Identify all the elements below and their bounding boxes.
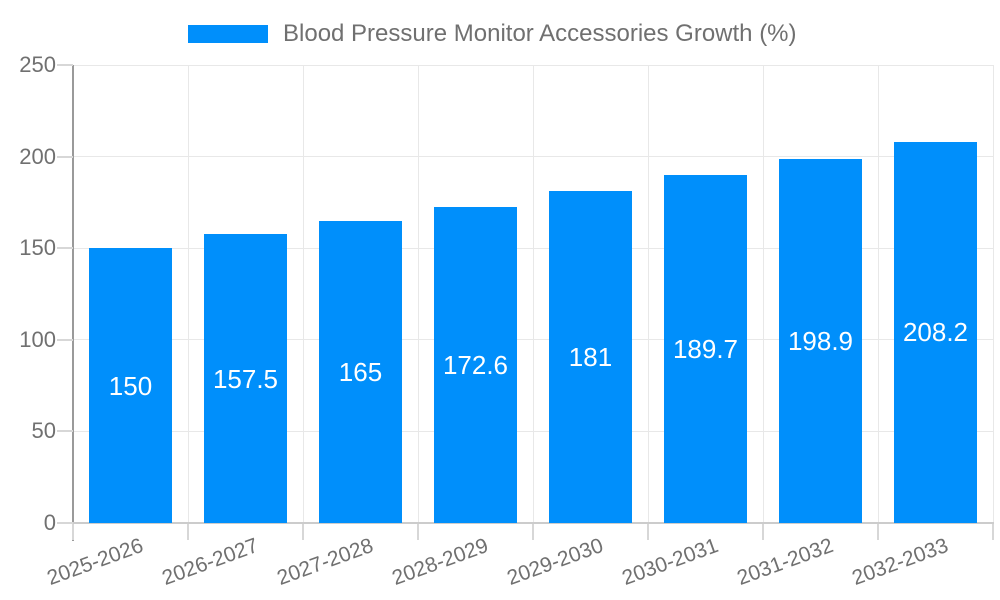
legend-label: Blood Pressure Monitor Accessories Growt… bbox=[283, 20, 797, 47]
y-axis-tick bbox=[57, 64, 73, 66]
vertical-gridline bbox=[302, 65, 304, 523]
vertical-gridline bbox=[647, 65, 649, 523]
x-axis-tick bbox=[72, 524, 74, 540]
x-axis-tick bbox=[762, 524, 764, 540]
y-axis-tick-label: 50 bbox=[31, 418, 56, 444]
x-axis-tick-label: 2028-2029 bbox=[389, 534, 492, 590]
y-axis-tick bbox=[57, 155, 73, 158]
bar[interactable] bbox=[894, 141, 977, 523]
vertical-gridline bbox=[877, 65, 879, 523]
x-axis-tick bbox=[647, 524, 649, 540]
legend[interactable]: Blood Pressure Monitor Accessories Growt… bbox=[188, 19, 797, 49]
x-axis-tick-label: 2025-2026 bbox=[44, 534, 147, 590]
bar[interactable] bbox=[779, 158, 862, 523]
bar[interactable] bbox=[549, 191, 632, 523]
x-axis-tick bbox=[187, 524, 189, 540]
x-axis-line bbox=[72, 522, 994, 524]
x-axis-tick-label: 2031-2032 bbox=[734, 534, 837, 590]
y-axis-tick bbox=[57, 338, 73, 341]
y-axis-tick-label: 200 bbox=[19, 143, 56, 169]
y-axis-tick-label: 250 bbox=[19, 52, 56, 77]
y-axis-tick-label: 100 bbox=[19, 326, 56, 352]
bar[interactable] bbox=[204, 234, 287, 523]
x-axis-tick bbox=[877, 524, 879, 540]
bar[interactable] bbox=[89, 248, 172, 523]
vertical-gridline bbox=[762, 65, 764, 523]
x-axis-tick-label: 2032-2033 bbox=[849, 534, 952, 590]
y-axis-tick bbox=[57, 522, 73, 524]
x-axis-tick bbox=[417, 524, 419, 540]
vertical-gridline bbox=[992, 65, 994, 523]
x-axis-tick bbox=[992, 524, 994, 540]
y-axis-line bbox=[72, 65, 74, 541]
x-axis-tick-label: 2029-2030 bbox=[504, 534, 607, 590]
bar[interactable] bbox=[319, 220, 402, 523]
vertical-gridline bbox=[187, 65, 189, 523]
x-axis-tick-label: 2026-2027 bbox=[159, 534, 262, 590]
y-axis-tick bbox=[57, 247, 73, 250]
bar[interactable] bbox=[664, 175, 747, 523]
x-axis-tick-label: 2030-2031 bbox=[619, 534, 722, 590]
legend-marker-swatch bbox=[188, 25, 268, 43]
y-axis-tick-label: 0 bbox=[43, 510, 56, 535]
x-axis-tick bbox=[532, 524, 534, 540]
vertical-gridline bbox=[532, 65, 534, 523]
bar[interactable] bbox=[434, 206, 517, 523]
y-axis-tick bbox=[57, 430, 73, 433]
y-axis-tick-label: 150 bbox=[19, 235, 56, 261]
x-axis-tick bbox=[302, 524, 304, 540]
x-axis-tick-label: 2027-2028 bbox=[274, 534, 377, 590]
vertical-gridline bbox=[417, 65, 419, 523]
